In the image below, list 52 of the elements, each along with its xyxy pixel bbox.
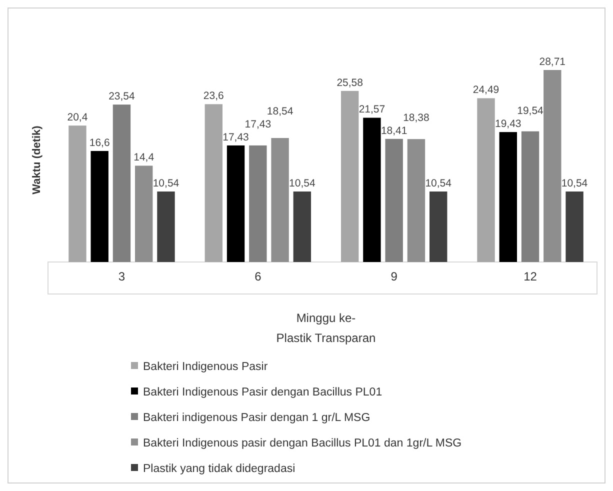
bar (363, 118, 381, 262)
bar (226, 145, 245, 262)
data-label: 10,54 (561, 178, 588, 190)
bar (544, 70, 562, 262)
legend-label: Bakteri Indigenous pasir dengan Bacillus PL01 dan 1gr/L MSG (143, 438, 462, 450)
x-tick-label: 6 (254, 270, 262, 284)
data-label: 18,38 (403, 112, 430, 124)
data-label: 19,54 (517, 105, 544, 118)
bar (521, 131, 540, 262)
bar (499, 132, 517, 262)
bar (112, 104, 131, 262)
bar (204, 104, 223, 262)
data-label: 19,43 (495, 118, 522, 130)
bar (340, 90, 359, 262)
legend-label: Bakteri Indigenous Pasir dengan Bacillus PL01 (143, 386, 382, 398)
data-label: 10,54 (152, 178, 180, 190)
bar (157, 192, 175, 262)
bar (566, 192, 584, 262)
x-tick-label: 3 (118, 270, 126, 284)
data-label: 17,43 (222, 131, 250, 144)
bar (293, 192, 312, 262)
bar (90, 150, 108, 262)
bar (68, 126, 86, 262)
x-tick-label: 9 (390, 270, 398, 284)
text: Plastik Transparan (276, 331, 376, 345)
data-label: 20,4 (67, 112, 88, 124)
data-label: 16,6 (89, 136, 110, 149)
legend-label: Plastik yang tidak didegradasi (143, 463, 296, 475)
data-label: 23,6 (203, 90, 224, 102)
bar (429, 192, 448, 262)
bar (477, 98, 495, 262)
data-label: 17,43 (244, 118, 272, 130)
legend-label: Bakteri Indigenous Pasir (143, 361, 268, 373)
data-label: 10,54 (425, 178, 452, 190)
data-label: 18,41 (380, 124, 408, 137)
bar (385, 138, 403, 262)
data-label: 25,58 (336, 76, 364, 89)
bar (271, 138, 289, 262)
data-label: 21,57 (358, 104, 386, 116)
x-axis-title: Minggu ke- (296, 311, 356, 325)
bar (249, 145, 267, 262)
data-label: 24,49 (472, 84, 500, 96)
y-axis-title: Waktu (detik) (31, 125, 43, 194)
data-label: 18,54 (266, 105, 294, 118)
bar (407, 139, 426, 262)
legend-label: Bakteri indigenous Pasir dengan 1 gr/L MSG (143, 412, 370, 424)
data-label: 10,54 (289, 178, 316, 190)
data-label: 28,71 (539, 56, 566, 68)
data-label: 14,4 (134, 152, 154, 164)
bar (135, 166, 153, 262)
data-label: 23,54 (108, 90, 136, 103)
x-tick-label: 12 (524, 270, 538, 284)
